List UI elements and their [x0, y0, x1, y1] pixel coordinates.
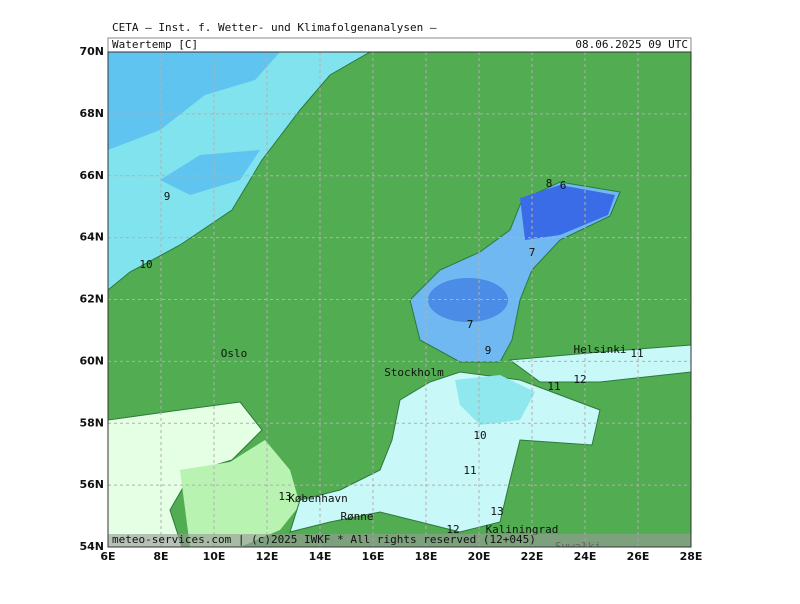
- map-frame: [107, 51, 692, 548]
- place-label: Oslo: [221, 347, 248, 360]
- lon-label: 14E: [309, 550, 332, 563]
- lon-label: 12E: [256, 550, 279, 563]
- lat-label: 62N: [79, 293, 104, 306]
- contour-label: 12: [573, 373, 586, 386]
- place-label: Kaliningrad: [486, 523, 559, 536]
- lon-label: 20E: [468, 550, 491, 563]
- lon-label: 18E: [415, 550, 438, 563]
- place-label: Helsinki: [574, 343, 627, 356]
- contour-label: 6: [560, 179, 567, 192]
- lat-label: 60N: [79, 354, 104, 367]
- lat-label: 68N: [79, 107, 104, 120]
- lon-label: 6E: [100, 550, 115, 563]
- lat-label: 64N: [79, 231, 104, 244]
- sea-warm-zone: [160, 150, 260, 195]
- contour-label: 10: [473, 429, 486, 442]
- lat-label: 54N: [79, 540, 104, 553]
- lon-label: 16E: [362, 550, 385, 563]
- contour-label: 13: [490, 505, 503, 518]
- contour-label: 12: [446, 523, 459, 536]
- lat-label: 56N: [79, 478, 104, 491]
- contour-label: 8: [546, 177, 553, 190]
- lon-label: 24E: [574, 550, 597, 563]
- place-label: København: [288, 492, 348, 505]
- contour-label: 10: [139, 258, 152, 271]
- lon-label: 26E: [627, 550, 650, 563]
- contour-label: 7: [529, 246, 536, 259]
- place-label: Stockholm: [384, 366, 444, 379]
- contour-label: 11: [547, 380, 560, 393]
- sea-warm-zone: [108, 52, 280, 150]
- map-area: Oslo Stockholm Helsinki København Rønne Kalin…: [108, 52, 691, 547]
- valid-time: 08.06.2025 09 UTC: [575, 38, 688, 51]
- bothnian-bay: [520, 185, 615, 240]
- contour-label: 9: [164, 190, 171, 203]
- lon-label: 28E: [680, 550, 703, 563]
- place-label: Rønne: [340, 510, 373, 523]
- parameter: Watertemp [C]: [112, 38, 198, 51]
- lat-label: 70N: [79, 45, 104, 58]
- contour-label: 9: [485, 344, 492, 357]
- contour-label: 7: [467, 318, 474, 331]
- contour-label: 13: [278, 490, 291, 503]
- lat-label: 58N: [79, 416, 104, 429]
- lon-label: 8E: [153, 550, 168, 563]
- contour-label: 11: [463, 464, 476, 477]
- gulf-of-finland: [508, 344, 691, 383]
- copyright: meteo-services.com | (c)2025 IWKF * All …: [112, 533, 536, 546]
- lat-label: 66N: [79, 169, 104, 182]
- institute-title: CETA – Inst. f. Wetter- und Klimafolgena…: [112, 21, 437, 34]
- footer-bar: [108, 534, 691, 547]
- baltic-inner: [455, 375, 535, 425]
- lon-label: 22E: [521, 550, 544, 563]
- lon-label: 10E: [203, 550, 226, 563]
- kattegat: [180, 440, 300, 547]
- contour-label: 11: [630, 347, 643, 360]
